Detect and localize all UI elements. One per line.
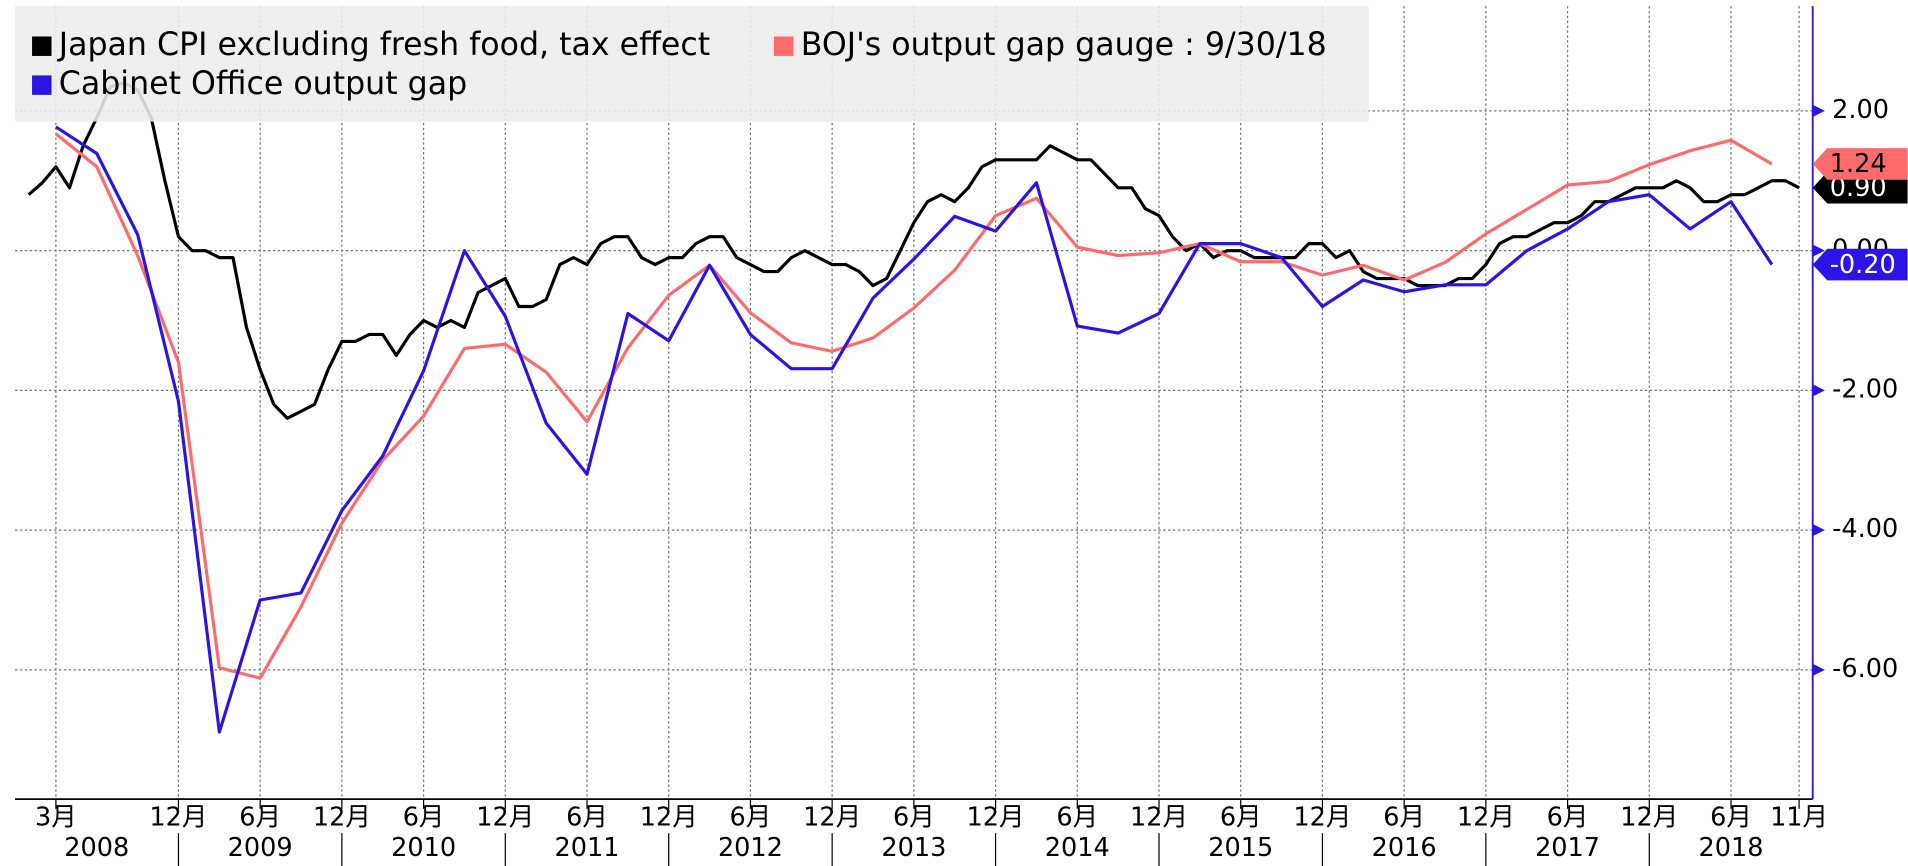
x-year-label: 2015 (1208, 833, 1273, 863)
legend-swatch (773, 36, 794, 56)
x-year-label: 2009 (228, 833, 293, 863)
y-tick-label: -4.00 (1832, 514, 1898, 544)
x-tick-label: 6月 (893, 803, 935, 833)
x-tick-label: 6月 (730, 803, 772, 833)
legend-label: Cabinet Office output gap (59, 66, 467, 102)
legend-label: BOJ's output gap gauge : 9/30/18 (801, 27, 1327, 63)
y-tick-mark (1812, 524, 1825, 537)
y-tick-label: -2.00 (1832, 374, 1898, 404)
series-line (27, 81, 1800, 420)
x-tick-label: 12月 (149, 803, 207, 833)
legend-box (15, 6, 1369, 122)
x-tick-label: 11月 (1770, 803, 1828, 833)
x-tick-label: 12月 (1457, 803, 1515, 833)
x-year-label: 2017 (1535, 833, 1600, 863)
x-year-label: 2013 (881, 833, 946, 863)
x-tick-label: 12月 (640, 803, 698, 833)
y-tick-label: -6.00 (1832, 654, 1898, 684)
legend-swatch (32, 36, 52, 56)
x-tick-label: 6月 (1383, 803, 1425, 833)
x-year-label: 2008 (64, 833, 129, 863)
x-year-label: 2011 (555, 833, 620, 863)
value-tag-label: 1.24 (1830, 149, 1887, 179)
x-year-label: 2014 (1045, 833, 1110, 863)
value-tag (1812, 148, 1908, 180)
y-tick-mark (1812, 384, 1825, 397)
x-tick-label: 6月 (1056, 803, 1098, 833)
y-tick-mark (1812, 104, 1825, 117)
x-year-label: 2012 (718, 833, 783, 863)
y-tick-mark (1812, 663, 1825, 676)
x-tick-label: 6月 (239, 803, 281, 833)
y-tick-mark (1812, 244, 1825, 257)
value-tag-label: -0.20 (1830, 250, 1896, 280)
x-tick-label: 12月 (313, 803, 371, 833)
legend: Japan CPI excluding fresh food, tax effe… (15, 6, 1369, 122)
legend-label: Japan CPI excluding fresh food, tax effe… (57, 27, 710, 63)
x-tick-label: 6月 (1710, 803, 1752, 833)
legend-swatch (32, 75, 52, 95)
x-tick-label: 12月 (1130, 803, 1188, 833)
y-tick-label: 2.00 (1832, 95, 1889, 125)
x-tick-label: 6月 (1220, 803, 1262, 833)
x-year-label: 2010 (391, 833, 456, 863)
value-tag (1812, 171, 1908, 204)
x-tick-label: 3月 (35, 803, 77, 833)
x-tick-label: 6月 (566, 803, 608, 833)
value-tag (1812, 248, 1908, 281)
x-year-label: 2018 (1698, 833, 1763, 863)
x-tick-label: 12月 (1293, 803, 1351, 833)
x-year-label: 2016 (1372, 833, 1437, 863)
series-line (54, 132, 1773, 680)
series-line (55, 125, 1774, 734)
x-tick-label: 6月 (403, 803, 445, 833)
x-tick-label: 12月 (476, 803, 534, 833)
x-tick-label: 12月 (803, 803, 861, 833)
x-tick-label: 12月 (1620, 803, 1678, 833)
x-tick-label: 12月 (967, 803, 1025, 833)
x-tick-label: 6月 (1547, 803, 1589, 833)
